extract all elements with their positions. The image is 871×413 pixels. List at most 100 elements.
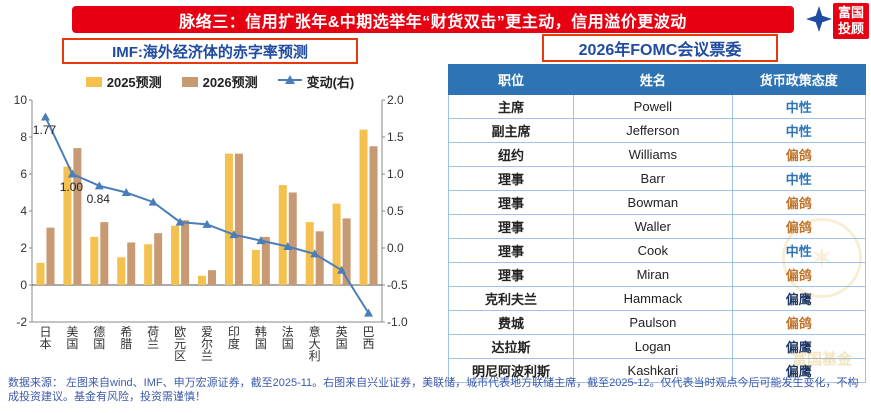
brand-logo: 富国 投顾 xyxy=(795,1,869,41)
cell-stance: 中性 xyxy=(731,118,867,143)
svg-text:欧元区: 欧元区 xyxy=(174,325,186,363)
slide-title: 脉络三：信用扩张年&中期选举年“财货双击”更主动，信用溢价更波动 xyxy=(179,13,687,31)
svg-text:英国: 英国 xyxy=(336,325,348,351)
cell-name: Cook xyxy=(573,238,733,263)
cell-position: 理事 xyxy=(447,262,575,287)
cell-stance: 偏鹰 xyxy=(731,286,867,311)
cell-name: Jefferson xyxy=(573,118,733,143)
deficit-forecast-chart: -2 0 2 4 6 8 10 -1.0 -0.5 0.0 0.5 1.0 1.5 2.0 日本 美国 德国 希腊… xyxy=(6,92,418,370)
cell-name: Logan xyxy=(573,334,733,359)
brand-logo-line2: 投顾 xyxy=(837,21,864,36)
svg-text:0.5: 0.5 xyxy=(387,204,404,218)
brand-logo-text: 富国 投顾 xyxy=(832,3,869,39)
svg-text:-1.0: -1.0 xyxy=(387,315,408,329)
brand-logo-line1: 富国 xyxy=(837,5,864,21)
legend-line-marker-icon xyxy=(277,74,302,89)
cell-position: 纽约 xyxy=(447,142,575,167)
table-row: 纽约 Williams 偏鸽 xyxy=(447,142,867,167)
legend-item-2026: 2026预测 xyxy=(181,72,258,91)
chart-title-text: IMF:海外经济体的赤字率预测 xyxy=(112,43,308,61)
svg-text:1.00: 1.00 xyxy=(60,180,84,194)
svg-text:10: 10 xyxy=(14,93,28,107)
cell-position: 理事 xyxy=(447,214,575,239)
svg-text:4: 4 xyxy=(20,204,27,218)
table-row: 达拉斯 Logan 偏鹰 xyxy=(447,334,867,359)
cell-position: 理事 xyxy=(447,166,575,191)
svg-text:0.0: 0.0 xyxy=(387,241,404,255)
legend-swatch-2025 xyxy=(85,76,102,87)
svg-text:日本: 日本 xyxy=(39,325,51,351)
table-row: 克利夫兰 Hammack 偏鹰 xyxy=(447,286,867,311)
table-row: 理事 Miran 偏鸽 xyxy=(447,262,867,287)
cell-name: Barr xyxy=(573,166,733,191)
fomc-voters-table: 职位 姓名 货币政策态度 主席 Powell 中性 副主席 Jefferson 中性 纽约 W… xyxy=(447,64,867,383)
cell-stance: 偏鹰 xyxy=(731,358,867,383)
table-row: 副主席 Jefferson 中性 xyxy=(447,118,867,143)
fomc-table-body: 主席 Powell 中性 副主席 Jefferson 中性 纽约 Williams 偏鸽 理事 Ba… xyxy=(447,94,867,383)
slide-title-banner: 脉络三：信用扩张年&中期选举年“财货双击”更主动，信用溢价更波动 xyxy=(72,6,794,33)
legend-swatch-2026 xyxy=(181,76,198,87)
data-source-note: 数据来源： 左图来自wind、IMF、申万宏源证券，截至2025-11。右图来自… xyxy=(8,376,864,405)
table-row: 明尼阿波利斯 Kashkari 偏鹰 xyxy=(447,358,867,383)
svg-text:意大利: 意大利 xyxy=(309,324,321,363)
cell-stance: 偏鸽 xyxy=(731,214,867,239)
data-source-text: 数据来源： 左图来自wind、IMF、申万宏源证券，截至2025-11。右图来自… xyxy=(8,377,859,404)
table-title: 2026年FOMC会议票委 xyxy=(542,34,778,62)
cell-position: 副主席 xyxy=(447,118,575,143)
cell-name: Miran xyxy=(573,262,733,287)
chart-legend: 2025预测 2026预测 变动(右) xyxy=(20,72,420,91)
chart-canvas: -2 0 2 4 6 8 10 -1.0 -0.5 0.0 0.5 1.0 1.5 2.0 日本美国德国希腊… xyxy=(14,93,408,363)
svg-text:1.5: 1.5 xyxy=(387,130,404,144)
cell-position: 克利夫兰 xyxy=(447,286,575,311)
svg-text:德国: 德国 xyxy=(93,324,105,351)
cell-name: Hammack xyxy=(573,286,733,311)
table-row: 费城 Paulson 偏鸽 xyxy=(447,310,867,335)
cell-stance: 中性 xyxy=(731,166,867,191)
svg-text:2.0: 2.0 xyxy=(387,93,404,107)
table-row: 主席 Powell 中性 xyxy=(447,94,867,119)
table-row: 理事 Barr 中性 xyxy=(447,166,867,191)
table-title-text: 2026年FOMC会议票委 xyxy=(578,42,742,59)
table-header-row: 职位 姓名 货币政策态度 xyxy=(447,64,867,95)
svg-text:2: 2 xyxy=(20,241,27,255)
legend-label-2025: 2025预测 xyxy=(106,75,162,90)
cell-name: Paulson xyxy=(573,310,733,335)
cell-position: 费城 xyxy=(447,310,575,335)
cell-position: 达拉斯 xyxy=(447,334,575,359)
cell-stance: 偏鸽 xyxy=(731,310,867,335)
cell-stance: 中性 xyxy=(731,94,867,119)
svg-text:6: 6 xyxy=(20,167,27,181)
cell-name: Williams xyxy=(573,142,733,167)
svg-text:0.84: 0.84 xyxy=(87,192,111,206)
svg-text:-0.5: -0.5 xyxy=(387,278,408,292)
cell-name: Kashkari xyxy=(573,358,733,383)
star-icon xyxy=(805,5,832,37)
cell-name: Bowman xyxy=(573,190,733,215)
cell-position: 理事 xyxy=(447,190,575,215)
cell-stance: 偏鸽 xyxy=(731,190,867,215)
svg-text:爱尔兰: 爱尔兰 xyxy=(201,325,213,363)
cell-position: 明尼阿波利斯 xyxy=(447,358,575,383)
svg-text:荷兰: 荷兰 xyxy=(147,325,159,351)
svg-text:印度: 印度 xyxy=(228,325,240,351)
svg-text:巴西: 巴西 xyxy=(363,325,375,351)
svg-text:韩国: 韩国 xyxy=(255,324,267,351)
legend-label-2026: 2026预测 xyxy=(202,75,258,90)
svg-text:8: 8 xyxy=(20,130,27,144)
cell-name: Waller xyxy=(573,214,733,239)
table-row: 理事 Bowman 偏鸽 xyxy=(447,190,867,215)
cell-stance: 中性 xyxy=(731,238,867,263)
cell-position: 主席 xyxy=(447,94,575,119)
header-position: 职位 xyxy=(447,64,575,95)
svg-text:1.0: 1.0 xyxy=(387,167,404,181)
svg-text:美国: 美国 xyxy=(66,325,78,351)
table-row: 理事 Waller 偏鸽 xyxy=(447,214,867,239)
legend-item-change: 变动(右) xyxy=(277,72,354,91)
header-stance: 货币政策态度 xyxy=(731,64,867,95)
table-row: 理事 Cook 中性 xyxy=(447,238,867,263)
svg-text:1.77: 1.77 xyxy=(33,123,57,137)
chart-title: IMF:海外经济体的赤字率预测 xyxy=(62,38,358,64)
cell-position: 理事 xyxy=(447,238,575,263)
svg-text:0: 0 xyxy=(20,278,27,292)
cell-stance: 偏鹰 xyxy=(731,334,867,359)
